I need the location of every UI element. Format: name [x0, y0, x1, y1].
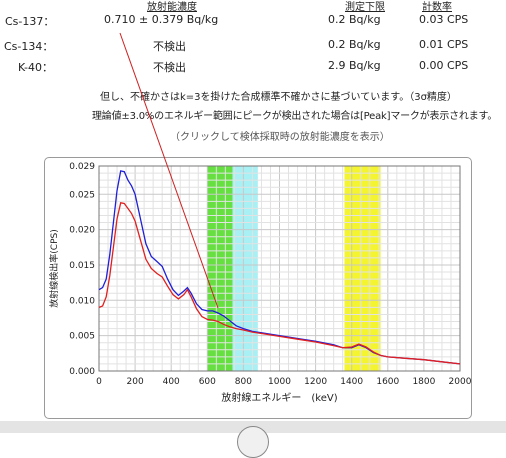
spectrum-chart: 0 200 400 600 800 1000 1200 1400 1600 1800 2000 0.0…	[48, 162, 471, 404]
count-rate-value: 0.00 CPS	[419, 59, 469, 72]
energy-band-0	[207, 166, 233, 371]
y-axis-label: 放射線検出率(CPS)	[48, 229, 60, 307]
x-tick-label: 400	[163, 377, 180, 387]
x-tick-label: 1000	[268, 377, 291, 387]
scroll-indicator-icon[interactable]	[237, 426, 269, 458]
y-tick-label: 0.025	[69, 190, 95, 200]
y-tick-label: 0.029	[69, 162, 95, 172]
x-tick-label: 1600	[376, 377, 399, 387]
nuclide-label: K-40：	[18, 61, 54, 74]
detection-limit-value: 0.2 Bq/kg	[328, 13, 381, 26]
x-tick-label: 1400	[340, 377, 363, 387]
x-tick-label: 600	[199, 377, 216, 387]
peak-note: 理論値±3.0%のエネルギー範囲にピークが検出された場合は[Peak]マークが表…	[92, 111, 498, 122]
activity-value: 不検出	[153, 61, 186, 74]
y-tick-label: 0.005	[69, 332, 95, 342]
activity-value: 0.710 ± 0.379 Bq/kg	[104, 13, 219, 26]
x-tick-label: 2000	[449, 377, 471, 387]
y-tick-label: 0.020	[69, 226, 95, 236]
spectrum-chart-panel: 0 200 400 600 800 1000 1200 1400 1600 1800 2000 0.0…	[44, 157, 472, 419]
energy-band-2	[344, 166, 381, 371]
y-tick-label: 0.010	[69, 296, 95, 306]
x-tick-label: 0	[96, 377, 102, 387]
detection-limit-value: 2.9 Bq/kg	[328, 59, 381, 72]
detection-limit-header: 測定下限	[345, 2, 385, 13]
y-tick-label: 0.000	[69, 367, 95, 377]
energy-band-1	[232, 166, 258, 371]
x-tick-label: 1800	[412, 377, 435, 387]
show-sampling-activity-link[interactable]: （クリックして検体採取時の放射能濃度を表示）	[170, 132, 390, 143]
x-tick-label: 800	[235, 377, 252, 387]
result-row-cs134: Cs-134： 不検出 0.2 Bq/kg 0.01 CPS	[0, 38, 506, 54]
nuclide-label: Cs-137：	[5, 15, 55, 28]
nuclide-label: Cs-134：	[4, 40, 54, 53]
y-tick-label: 0.015	[69, 261, 95, 271]
count-rate-header: 計数率	[422, 2, 452, 13]
count-rate-value: 0.01 CPS	[419, 38, 469, 51]
plot-frame	[98, 165, 461, 372]
result-row-k40: K-40： 不検出 2.9 Bq/kg 0.00 CPS	[0, 59, 506, 75]
activity-value: 不検出	[153, 40, 186, 53]
uncertainty-note: 但し、不確かさはk=3を掛けた合成標準不確かさに基づいています。（3σ精度）	[100, 92, 457, 103]
result-row-cs137: Cs-137： 0.710 ± 0.379 Bq/kg 0.2 Bq/kg 0.…	[0, 13, 506, 29]
count-rate-value: 0.03 CPS	[419, 13, 469, 26]
x-tick-label: 1200	[304, 377, 327, 387]
activity-header: 放射能濃度	[147, 2, 197, 13]
detection-limit-value: 0.2 Bq/kg	[328, 38, 381, 51]
x-axis-label: 放射線エネルギー (keV)	[221, 391, 337, 404]
x-tick-label: 200	[127, 377, 144, 387]
